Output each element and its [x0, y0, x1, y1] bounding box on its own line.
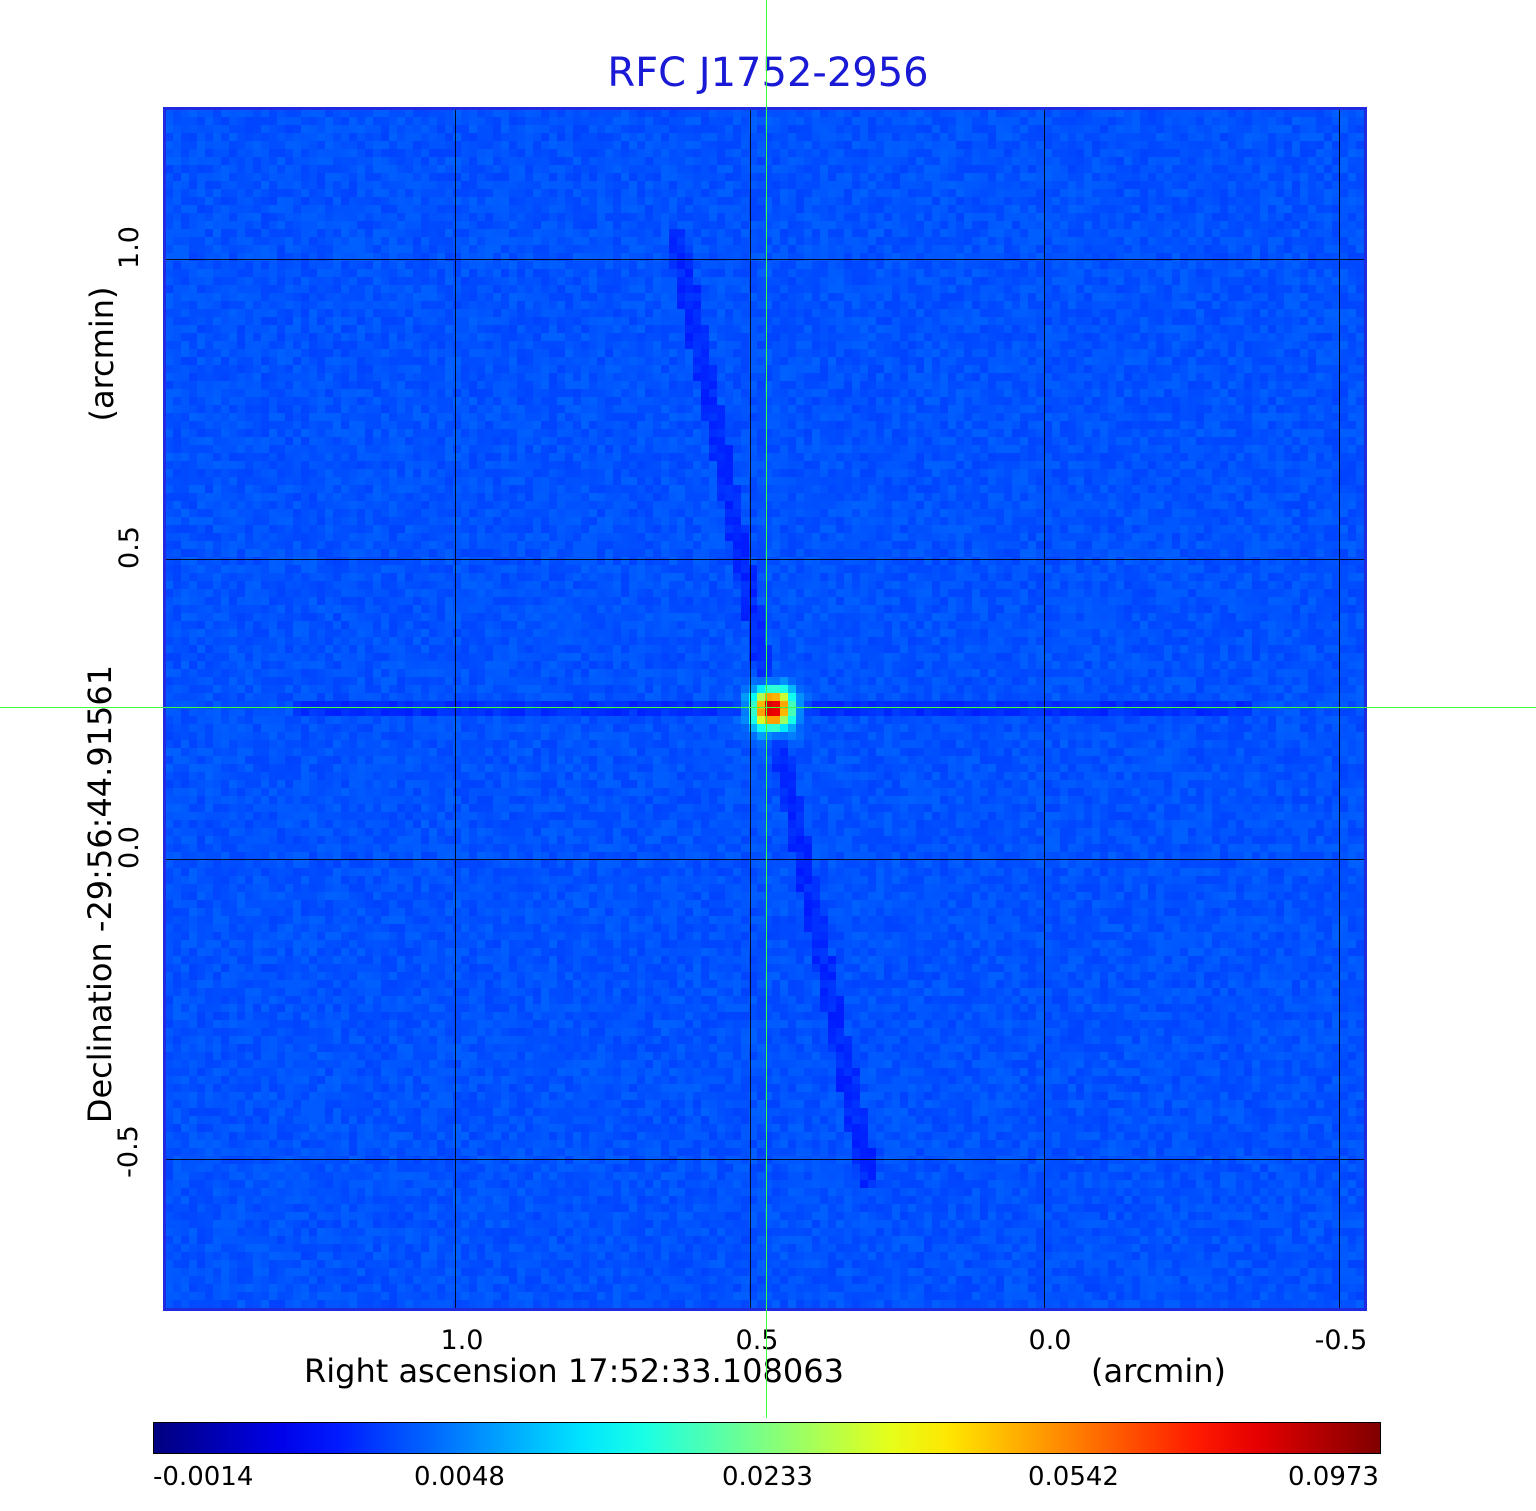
colorbar-tick-label: 0.0048 — [414, 1462, 505, 1492]
x-tick-label: 0.0 — [1028, 1325, 1072, 1356]
radio-intensity-map[interactable] — [166, 110, 1364, 1308]
grid-line-ra-0.0 — [1044, 110, 1045, 1308]
x-tick-label: -0.5 — [1314, 1325, 1368, 1356]
grid-line-dec-0.5 — [166, 559, 1364, 560]
y-axis-unit: (arcmin) — [83, 286, 121, 422]
x-axis-label: Right ascension 17:52:33.108063 — [304, 1352, 844, 1390]
crosshair-horizontal — [0, 707, 1536, 708]
x-tick-label: 1.0 — [440, 1325, 484, 1356]
colorbar — [153, 1422, 1381, 1454]
y-tick-label: 1.0 — [113, 226, 145, 269]
x-axis-unit: (arcmin) — [1091, 1352, 1226, 1390]
grid-line-ra-0.5 — [750, 110, 751, 1308]
grid-line-ra-neg0.5 — [1339, 110, 1340, 1308]
y-tick-label: 0.5 — [113, 526, 145, 569]
y-tick-label: -0.5 — [112, 1125, 144, 1178]
x-tick-label: 0.5 — [735, 1325, 779, 1356]
sky-image-panel[interactable] — [163, 107, 1367, 1311]
crosshair-vertical — [766, 0, 767, 1418]
colorbar-tick-label: 0.0542 — [1028, 1462, 1119, 1492]
grid-line-dec-0.0 — [166, 859, 1364, 860]
image-title: RFC J1752-2956 — [607, 50, 929, 96]
colorbar-tick-label: 0.0973 — [1288, 1462, 1379, 1492]
colorbar-tick-label: -0.0014 — [153, 1462, 254, 1492]
grid-line-dec-neg0.5 — [166, 1159, 1364, 1160]
grid-line-dec-1.0 — [166, 259, 1364, 260]
colorbar-tick-label: 0.0233 — [722, 1462, 813, 1492]
grid-line-ra-1.0 — [455, 110, 456, 1308]
y-axis-label: Declination -29:56:44.91561 — [81, 664, 119, 1124]
